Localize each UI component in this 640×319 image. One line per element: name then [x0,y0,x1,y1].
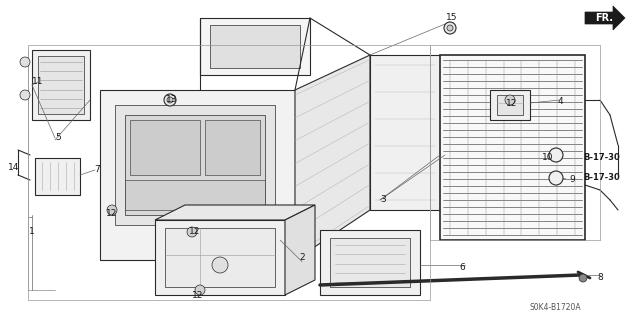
Polygon shape [35,158,80,195]
Polygon shape [100,90,295,260]
Circle shape [187,227,197,237]
Polygon shape [320,230,420,295]
Polygon shape [205,120,260,175]
Polygon shape [155,220,285,295]
Circle shape [447,25,453,31]
Polygon shape [200,18,310,75]
Text: 12: 12 [189,227,201,236]
Polygon shape [32,50,90,120]
Text: 12: 12 [506,99,518,108]
Text: 1: 1 [29,227,35,236]
Text: 12: 12 [192,291,204,300]
Text: S0K4-B1720A: S0K4-B1720A [529,303,581,313]
Text: FR.: FR. [595,13,613,23]
Circle shape [579,274,587,282]
Polygon shape [585,6,625,30]
Polygon shape [330,238,410,287]
Text: 14: 14 [8,164,20,173]
Circle shape [167,97,173,103]
Circle shape [107,205,117,215]
Text: 5: 5 [55,133,61,143]
Circle shape [212,257,228,273]
Polygon shape [497,95,523,115]
Polygon shape [130,120,200,175]
Text: 12: 12 [106,209,118,218]
Circle shape [549,148,563,162]
Text: 4: 4 [557,98,563,107]
Polygon shape [440,55,585,240]
Text: 13: 13 [166,95,178,105]
Text: 2: 2 [299,254,305,263]
Polygon shape [490,90,530,120]
Polygon shape [38,56,84,114]
Circle shape [195,285,205,295]
Polygon shape [295,55,370,260]
Circle shape [505,95,515,105]
Text: 6: 6 [459,263,465,272]
Polygon shape [125,180,265,210]
Circle shape [164,94,176,106]
Circle shape [20,57,30,67]
Circle shape [20,90,30,100]
Text: B-17-30: B-17-30 [583,153,620,162]
Polygon shape [210,25,300,68]
Text: 11: 11 [32,78,44,86]
Text: 9: 9 [569,175,575,184]
Text: 10: 10 [542,153,554,162]
Text: B-17-30: B-17-30 [583,174,620,182]
Text: 3: 3 [380,196,386,204]
Text: 7: 7 [94,166,100,174]
Text: 15: 15 [446,13,458,23]
Polygon shape [115,105,275,225]
Text: 8: 8 [597,273,603,283]
Circle shape [444,22,456,34]
Circle shape [549,171,563,185]
Polygon shape [370,55,440,210]
Polygon shape [165,228,275,287]
Polygon shape [155,205,315,220]
Polygon shape [285,205,315,295]
Polygon shape [125,115,265,215]
